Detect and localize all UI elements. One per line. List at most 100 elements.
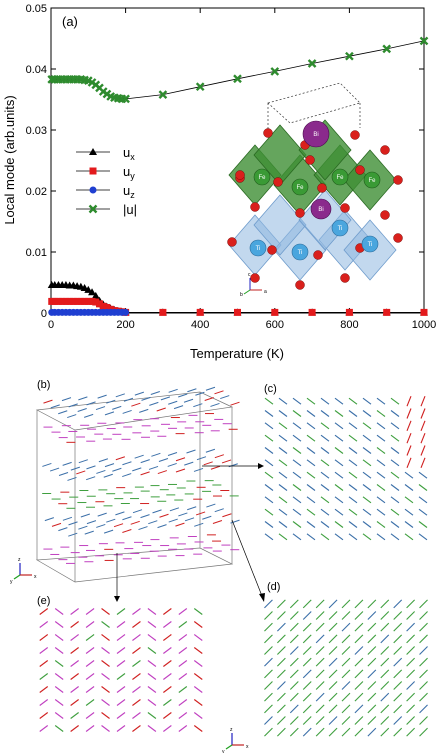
local-mode-arrow: [157, 524, 167, 529]
local-mode-arrow: [187, 388, 197, 393]
local-mode-arrow: [204, 397, 214, 402]
fe-atom: [331, 168, 349, 186]
local-mode-arrow: [328, 657, 338, 667]
ti-label: Ti: [368, 242, 373, 248]
local-mode-arrow: [106, 518, 116, 523]
y-tick-label: 0.03: [26, 125, 47, 137]
local-mode-arrow: [315, 611, 325, 620]
local-mode-arrow: [380, 611, 390, 620]
local-mode-arrow: [101, 712, 110, 719]
local-mode-arrow: [306, 533, 316, 541]
local-mode-arrow: [362, 471, 372, 479]
local-mode-arrow: [173, 405, 184, 410]
local-mode-arrow: [51, 522, 62, 527]
local-mode-arrow: [419, 646, 428, 655]
local-mode-arrow: [406, 634, 416, 644]
local-mode-arrow: [39, 647, 49, 654]
local-mode-arrow: [276, 657, 286, 667]
ti-atom: [361, 235, 379, 253]
local-mode-arrow: [39, 712, 49, 719]
local-mode-arrow: [101, 686, 110, 693]
local-mode-arrow: [61, 397, 72, 402]
local-mode-arrow: [292, 447, 302, 454]
local-mode-arrow: [367, 716, 377, 725]
local-mode-arrow: [328, 704, 338, 714]
local-mode-arrow: [276, 727, 286, 737]
local-mode-arrow: [178, 699, 188, 706]
local-mode-arrow: [70, 673, 79, 680]
local-mode-arrow: [278, 459, 288, 467]
local-mode-arrow: [54, 608, 64, 615]
local-mode-arrow: [315, 634, 325, 644]
local-mode-arrow: [39, 621, 49, 628]
oxygen-atom: [235, 170, 245, 180]
local-mode-arrow: [334, 533, 344, 541]
local-mode-arrow: [140, 471, 150, 476]
local-mode-arrow: [376, 496, 386, 504]
local-mode-arrow: [97, 512, 107, 517]
local-mode-arrow: [178, 608, 188, 615]
local-mode-arrow: [354, 634, 364, 644]
local-mode-arrow: [334, 521, 344, 528]
local-mode-arrow: [406, 681, 416, 690]
local-mode-arrow: [289, 681, 299, 690]
local-mode-arrow: [362, 447, 372, 454]
local-mode-arrow: [367, 646, 377, 655]
local-mode-arrow: [96, 469, 106, 474]
local-mode-arrow: [214, 390, 224, 395]
data-series: [47, 36, 429, 316]
local-mode-arrow: [122, 516, 132, 521]
local-mode-arrow: [334, 410, 344, 417]
connector-c-head: [258, 463, 264, 469]
y-tick-label: 0.04: [26, 64, 47, 76]
local-mode-arrow: [418, 471, 428, 479]
local-mode-arrow: [315, 716, 325, 725]
local-mode-arrow: [376, 471, 386, 479]
local-mode-arrow: [406, 457, 412, 469]
local-mode-arrow: [315, 692, 325, 702]
local-mode-arrow: [70, 660, 79, 667]
local-mode-arrow: [354, 692, 364, 702]
panel-label-b: (b): [37, 379, 50, 391]
local-mode-arrow: [292, 434, 302, 442]
local-mode-arrow: [184, 461, 194, 466]
local-mode-arrow: [210, 402, 220, 407]
local-mode-arrow: [140, 514, 150, 519]
local-mode-arrow: [163, 725, 172, 732]
local-mode-arrow: [193, 621, 203, 628]
local-mode-arrow: [264, 611, 273, 620]
local-mode-arrow: [178, 393, 188, 398]
local-mode-arrow: [306, 422, 316, 430]
local-mode-arrow: [132, 712, 141, 719]
local-mode-arrow: [85, 725, 95, 732]
local-mode-arrow: [134, 391, 145, 396]
local-mode-arrow: [152, 509, 162, 514]
local-mode-arrow: [376, 533, 386, 541]
local-mode-arrow: [420, 457, 426, 469]
local-mode-arrow: [193, 712, 203, 719]
local-mode-arrow: [334, 471, 344, 479]
data-point: [99, 302, 107, 310]
local-mode-arrow: [116, 699, 126, 706]
data-point: [382, 44, 392, 54]
local-mode-arrow: [404, 521, 414, 528]
local-mode-arrow: [103, 529, 114, 534]
local-mode-arrow: [43, 399, 53, 404]
local-mode-arrow: [348, 422, 358, 430]
local-mode-arrow: [367, 692, 377, 702]
local-mode-arrow: [163, 634, 172, 641]
data-point: [92, 298, 100, 306]
local-mode-arrow: [390, 410, 400, 417]
data-point: [159, 308, 167, 316]
panel-label-c: (c): [264, 383, 277, 395]
local-mode-arrow: [419, 669, 428, 679]
local-mode-arrow: [420, 395, 426, 407]
y-tick-label: 0: [41, 308, 47, 320]
axis-y-arrow: [225, 744, 233, 750]
local-mode-arrow: [70, 686, 79, 693]
local-mode-arrow: [264, 410, 274, 417]
local-mode-arrow: [341, 692, 351, 702]
local-mode-arrow: [406, 657, 416, 667]
local-mode-arrow: [406, 669, 416, 679]
local-mode-arrow: [264, 657, 273, 667]
